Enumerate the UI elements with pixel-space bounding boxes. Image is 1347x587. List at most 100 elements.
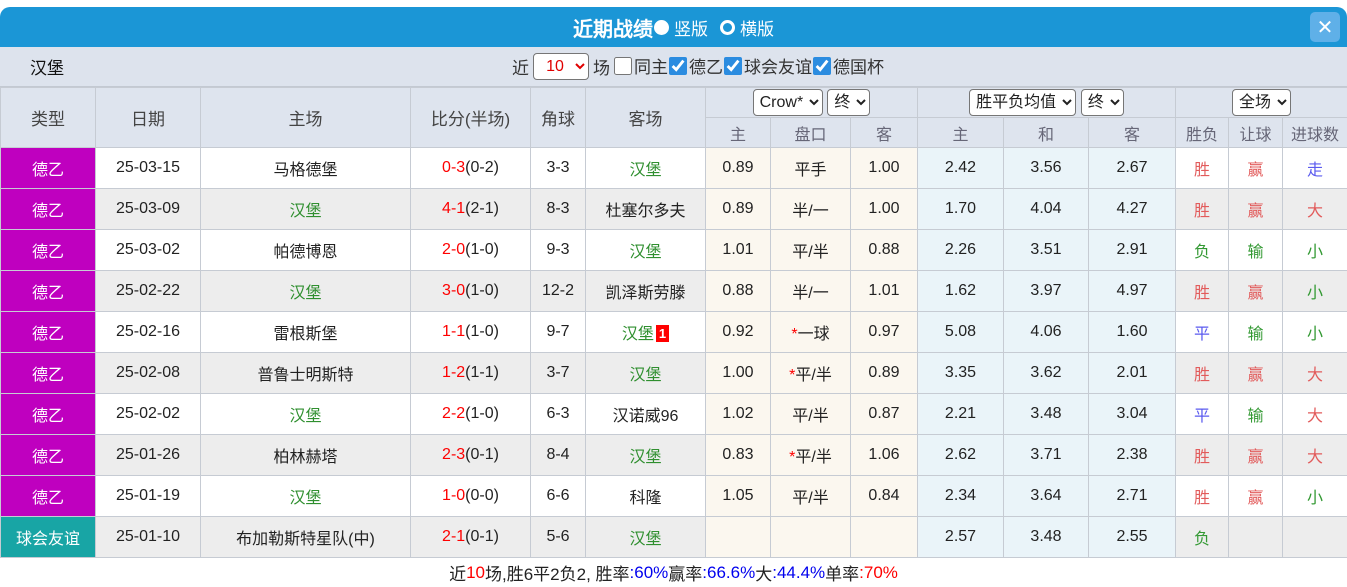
table-row: 球会友谊 25-01-10 布加勒斯特星队(中) 2-1(0-1) 5-6 汉堡… (1, 517, 1347, 558)
result-handicap: 赢 (1229, 271, 1283, 312)
line-change-star-icon: * (789, 367, 795, 384)
col-header-score: 比分(半场) (411, 88, 531, 148)
result-handicap: 赢 (1229, 148, 1283, 189)
away-team: 科隆 (586, 476, 706, 517)
half-time-score: (1-0) (465, 282, 499, 299)
match-type-badge: 德乙 (1, 189, 96, 230)
match-type-badge: 球会友谊 (1, 517, 96, 558)
handicap-home-odds (706, 517, 771, 558)
result-handicap: 赢 (1229, 353, 1283, 394)
odds-draw: 4.06 (1004, 312, 1089, 353)
match-date: 25-02-22 (96, 271, 201, 312)
result-handicap: 赢 (1229, 435, 1283, 476)
subheader-goals-result: 进球数 (1283, 118, 1347, 148)
col-header-type: 类型 (1, 88, 96, 148)
table-row: 德乙 25-03-09 汉堡 4-1(2-1) 8-3 杜塞尔多夫 0.89 半… (1, 189, 1347, 230)
away-team: 汉诺威96 (586, 394, 706, 435)
filter-checkbox-3[interactable] (813, 57, 831, 75)
odds-away-win: 4.97 (1089, 271, 1176, 312)
vertical-layout-radio[interactable] (654, 20, 669, 35)
full-time-score: 0-3 (442, 159, 465, 176)
handicap-home-odds: 1.00 (706, 353, 771, 394)
odds-home-win: 3.35 (918, 353, 1004, 394)
odds-draw: 3.64 (1004, 476, 1089, 517)
summary-segment: :60% (630, 563, 669, 583)
result-goals: 小 (1283, 312, 1347, 353)
match-date: 25-01-10 (96, 517, 201, 558)
odds-away-win: 2.67 (1089, 148, 1176, 189)
handicap-home-odds: 1.05 (706, 476, 771, 517)
handicap-line: *平/半 (771, 353, 851, 394)
match-type-badge: 德乙 (1, 148, 96, 189)
subheader-result: 胜负 (1176, 118, 1229, 148)
close-icon[interactable]: ✕ (1310, 12, 1340, 42)
subheader-odds-home: 主 (918, 118, 1004, 148)
home-team: 汉堡 (201, 271, 411, 312)
match-type-badge: 德乙 (1, 312, 96, 353)
match-score: 0-3(0-2) (411, 148, 531, 189)
match-score: 3-0(1-0) (411, 271, 531, 312)
filter-checkbox-1[interactable] (669, 57, 687, 75)
away-team: 凯泽斯劳滕 (586, 271, 706, 312)
odds-draw: 3.71 (1004, 435, 1089, 476)
bookmaker-select[interactable]: Crow* (753, 89, 823, 116)
odds-time-select[interactable]: 终 (1081, 89, 1124, 116)
away-team: 杜塞尔多夫 (586, 189, 706, 230)
match-count-select[interactable]: 10 (533, 53, 589, 80)
odds-draw: 3.48 (1004, 394, 1089, 435)
half-time-score: (1-1) (465, 364, 499, 381)
summary-segment: 近 (449, 560, 466, 585)
match-score: 2-3(0-1) (411, 435, 531, 476)
result-handicap: 输 (1229, 230, 1283, 271)
half-time-score: (0-2) (465, 159, 499, 176)
handicap-time-select[interactable]: 终 (827, 89, 870, 116)
odds-away-win: 2.55 (1089, 517, 1176, 558)
result-win-lose: 胜 (1176, 189, 1229, 230)
corner-score: 12-2 (531, 271, 586, 312)
handicap-home-odds: 0.83 (706, 435, 771, 476)
odds-draw: 3.48 (1004, 517, 1089, 558)
full-time-score: 3-0 (442, 282, 465, 299)
odds-away-win: 2.71 (1089, 476, 1176, 517)
corner-score: 6-3 (531, 394, 586, 435)
horizontal-layout-radio[interactable] (720, 20, 735, 35)
half-time-score: (1-0) (465, 323, 499, 340)
table-row: 德乙 25-02-02 汉堡 2-2(1-0) 6-3 汉诺威96 1.02 平… (1, 394, 1347, 435)
scope-select[interactable]: 全场 (1232, 89, 1291, 116)
line-change-star-icon: * (789, 449, 795, 466)
result-win-lose: 胜 (1176, 148, 1229, 189)
table-row: 德乙 25-02-22 汉堡 3-0(1-0) 12-2 凯泽斯劳滕 0.88 … (1, 271, 1347, 312)
result-win-lose: 胜 (1176, 435, 1229, 476)
filter-checkbox-label: 德乙 (689, 53, 723, 78)
odds-home-win: 1.62 (918, 271, 1004, 312)
odds-type-select[interactable]: 胜平负均值 (969, 89, 1076, 116)
table-row: 德乙 25-03-02 帕德博恩 2-0(1-0) 9-3 汉堡 1.01 平/… (1, 230, 1347, 271)
handicap-away-odds: 1.00 (851, 148, 918, 189)
handicap-line: 平/半 (771, 476, 851, 517)
table-row: 德乙 25-03-15 马格德堡 0-3(0-2) 3-3 汉堡 0.89 平手… (1, 148, 1347, 189)
result-win-lose: 负 (1176, 230, 1229, 271)
filter-checkbox-0[interactable] (614, 57, 632, 75)
result-handicap: 赢 (1229, 189, 1283, 230)
home-team: 汉堡 (201, 476, 411, 517)
half-time-score: (1-0) (465, 241, 499, 258)
summary-segment: 单率 (825, 560, 859, 585)
odds-away-win: 1.60 (1089, 312, 1176, 353)
home-team: 汉堡 (201, 394, 411, 435)
summary-segment: 场,胜6平2负2, 胜率 (485, 560, 630, 585)
result-handicap: 输 (1229, 312, 1283, 353)
result-goals: 大 (1283, 394, 1347, 435)
filter-checkbox-2[interactable] (724, 57, 742, 75)
full-time-score: 4-1 (442, 200, 465, 217)
col-header-home: 主场 (201, 88, 411, 148)
odds-home-win: 2.26 (918, 230, 1004, 271)
summary-segment: :44.4% (772, 563, 825, 583)
odds-home-win: 2.34 (918, 476, 1004, 517)
subheader-odds-draw: 和 (1004, 118, 1089, 148)
match-date: 25-02-16 (96, 312, 201, 353)
handicap-line: *一球 (771, 312, 851, 353)
result-win-lose: 胜 (1176, 353, 1229, 394)
odds-away-win: 2.38 (1089, 435, 1176, 476)
corner-score: 6-6 (531, 476, 586, 517)
full-time-score: 1-2 (442, 364, 465, 381)
